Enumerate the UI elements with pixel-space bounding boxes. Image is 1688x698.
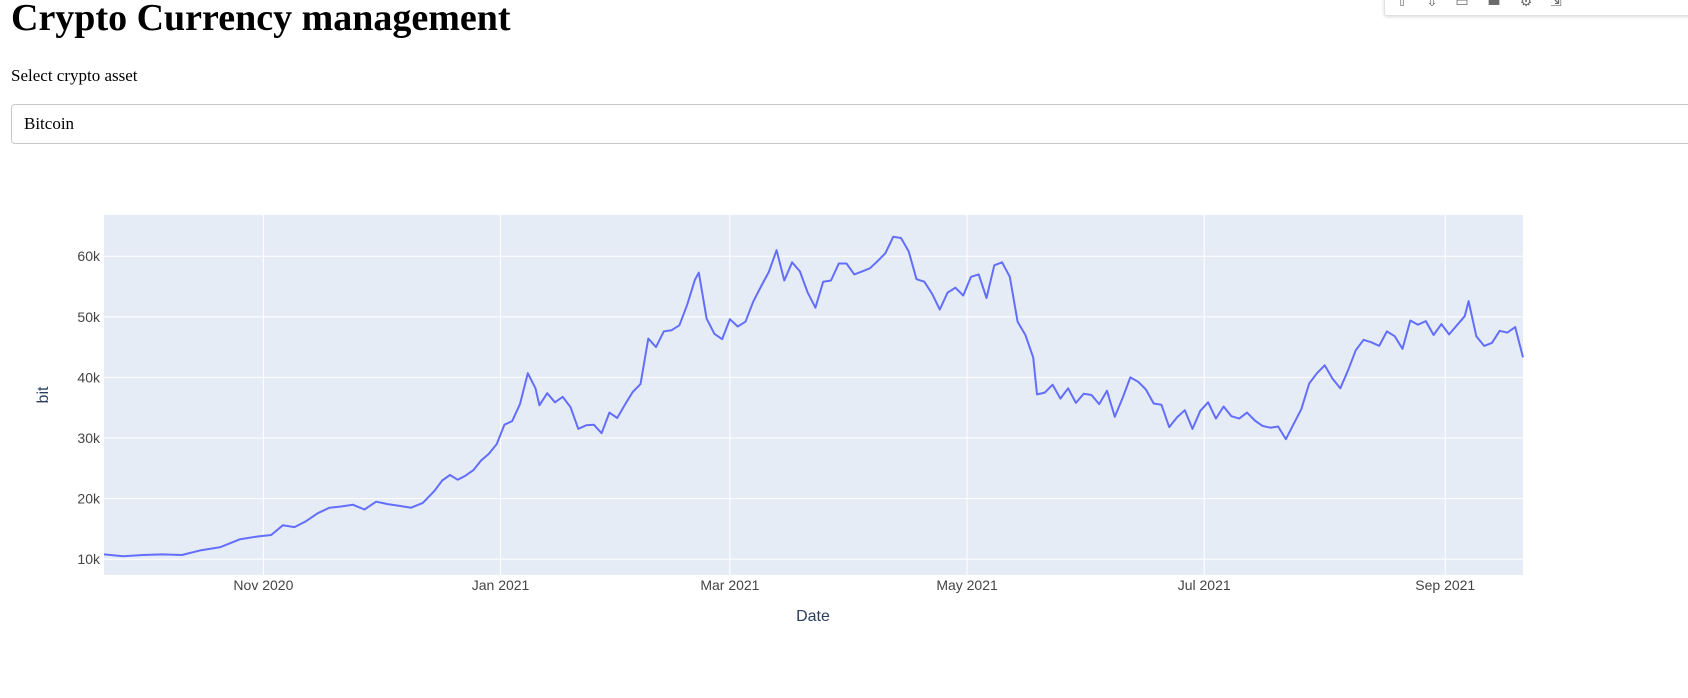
x-tick-label: Sep 2021 <box>1415 577 1475 593</box>
x-tick-label: Mar 2021 <box>700 577 759 593</box>
y-tick-label: 10k <box>77 551 101 567</box>
x-tick-label: Jul 2021 <box>1178 577 1231 593</box>
y-tick-label: 60k <box>77 248 101 264</box>
autoscale-icon[interactable]: ▭ <box>1455 0 1469 10</box>
tick-labels: 10k 20k 30k 40k 50k 60k Nov 2020 Jan 2021 Mar 20… <box>77 248 1475 593</box>
reset-axes-icon[interactable]: ⇲ <box>1550 0 1562 10</box>
zoom-out-icon[interactable]: ⇩ <box>1426 0 1438 10</box>
x-tick-label: May 2021 <box>936 577 998 593</box>
y-tick-label: 50k <box>77 309 101 325</box>
settings-icon[interactable]: ⚙ <box>1519 0 1533 10</box>
zoom-in-icon[interactable]: ⇧ <box>1396 0 1408 10</box>
x-tick-label: Nov 2020 <box>233 577 293 593</box>
y-tick-label: 20k <box>77 491 101 507</box>
asset-select-dropdown[interactable]: Bitcoin <box>11 104 1688 144</box>
y-tick-label: 30k <box>77 430 101 446</box>
y-tick-label: 40k <box>77 369 101 385</box>
y-axis-title: bit <box>35 386 52 403</box>
series-line <box>103 235 1524 558</box>
chart-modebar: ⇧ ⇩ ▭ ▬ ⚙ ⇲ <box>1384 0 1688 16</box>
page-title: Crypto Currency management <box>11 0 511 39</box>
asset-select-label: Select crypto asset <box>11 66 138 85</box>
compare-data-icon[interactable]: ▬ <box>1487 0 1501 10</box>
x-tick-label: Jan 2021 <box>472 577 530 593</box>
x-axis-title: Date <box>796 608 830 625</box>
plot-area[interactable] <box>104 215 1523 575</box>
